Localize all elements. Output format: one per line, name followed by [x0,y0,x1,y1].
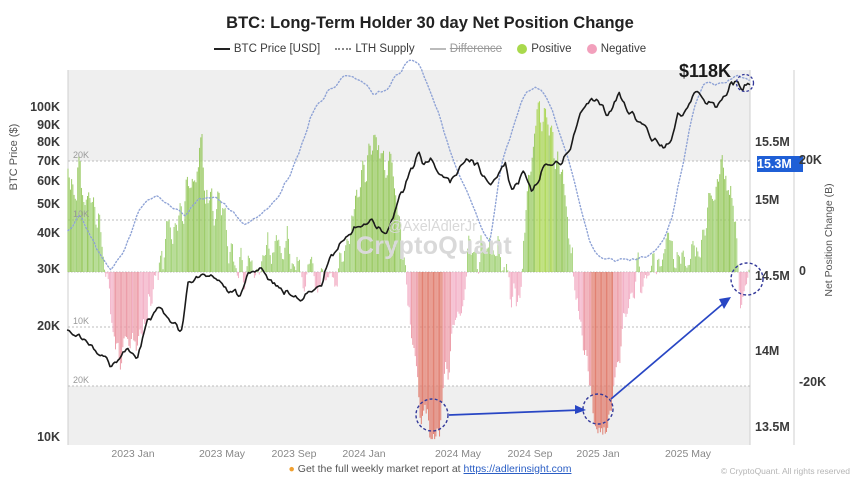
svg-text:10K: 10K [73,209,89,219]
svg-text:20K: 20K [73,150,89,160]
svg-text:20K: 20K [73,375,89,385]
svg-text:10K: 10K [73,316,89,326]
